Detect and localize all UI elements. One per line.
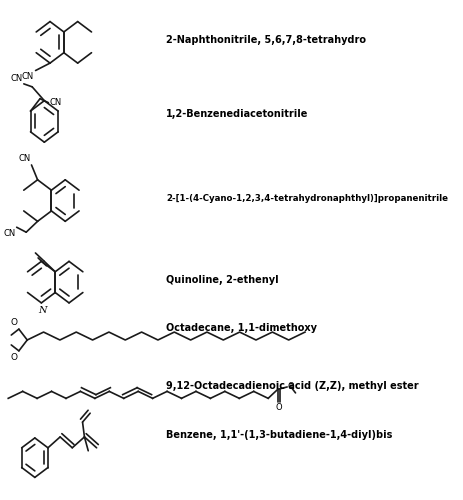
- Text: 2-Naphthonitrile, 5,6,7,8-tetrahydro: 2-Naphthonitrile, 5,6,7,8-tetrahydro: [166, 35, 366, 45]
- Text: O: O: [288, 382, 294, 392]
- Text: Benzene, 1,1'-(1,3-butadiene-1,4-diyl)bis: Benzene, 1,1'-(1,3-butadiene-1,4-diyl)bi…: [166, 430, 392, 440]
- Text: CN: CN: [50, 98, 62, 107]
- Text: O: O: [275, 404, 282, 412]
- Text: CN: CN: [18, 154, 31, 164]
- Text: N: N: [38, 306, 46, 315]
- Text: O: O: [11, 318, 18, 327]
- Text: CN: CN: [22, 72, 34, 81]
- Text: CN: CN: [10, 74, 23, 83]
- Text: Octadecane, 1,1-dimethoxy: Octadecane, 1,1-dimethoxy: [166, 322, 317, 332]
- Text: 2-[1-(4-Cyano-1,2,3,4-tetrahydronaphthyl)]propanenitrile: 2-[1-(4-Cyano-1,2,3,4-tetrahydronaphthyl…: [166, 194, 448, 202]
- Text: Quinoline, 2-ethenyl: Quinoline, 2-ethenyl: [166, 274, 279, 284]
- Text: 9,12-Octadecadienoic acid (Z,Z), methyl ester: 9,12-Octadecadienoic acid (Z,Z), methyl …: [166, 381, 419, 391]
- Text: CN: CN: [3, 229, 16, 238]
- Text: O: O: [11, 353, 18, 362]
- Text: 1,2-Benzenediacetonitrile: 1,2-Benzenediacetonitrile: [166, 109, 308, 119]
